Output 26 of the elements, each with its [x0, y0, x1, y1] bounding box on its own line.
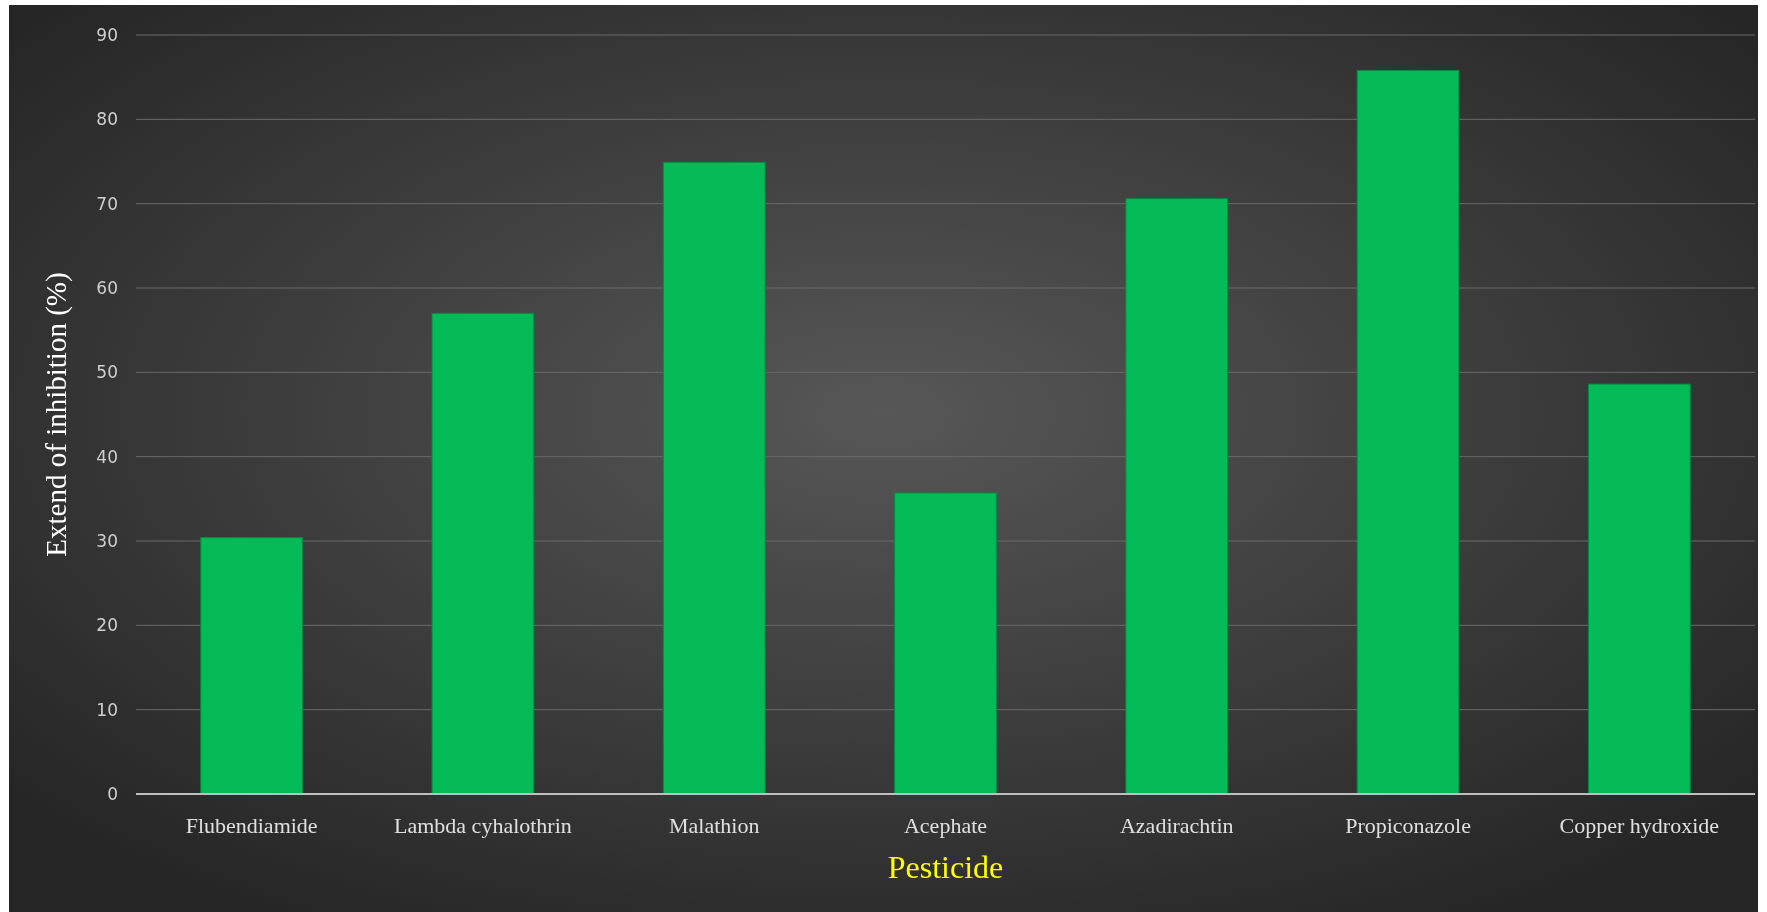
x-tick-label: Azadirachtin	[1119, 813, 1234, 838]
y-tick-label: 40	[96, 446, 118, 467]
y-tick-label: 0	[107, 783, 118, 804]
bar	[1356, 69, 1460, 795]
x-tick-label: Malathion	[669, 813, 760, 838]
bar	[662, 161, 766, 795]
bar	[431, 312, 535, 795]
bar	[1125, 198, 1229, 795]
x-tick-label: Flubendiamide	[185, 813, 318, 838]
y-tick-label: 50	[96, 362, 118, 383]
y-tick-label: 60	[96, 277, 118, 298]
x-tick-label: Propiconazole	[1345, 813, 1471, 838]
y-tick-label: 30	[96, 530, 118, 551]
x-tick-label: Acephate	[903, 813, 988, 838]
y-tick-label: 80	[96, 109, 118, 130]
x-tick-label: Lambda cyhalothrin	[394, 813, 572, 838]
bar	[1587, 383, 1691, 795]
bar	[894, 492, 997, 795]
y-tick-label: 20	[96, 615, 118, 636]
x-axis-title: Pesticide	[887, 849, 1004, 885]
y-tick-label: 70	[96, 193, 118, 214]
x-tick-label: Copper hydroxide	[1559, 813, 1720, 838]
y-axis-title: Extend of inhibition (%)	[40, 272, 73, 557]
y-tick-label: 10	[96, 699, 118, 720]
y-tick-label: 90	[96, 24, 118, 45]
bar	[200, 537, 304, 795]
